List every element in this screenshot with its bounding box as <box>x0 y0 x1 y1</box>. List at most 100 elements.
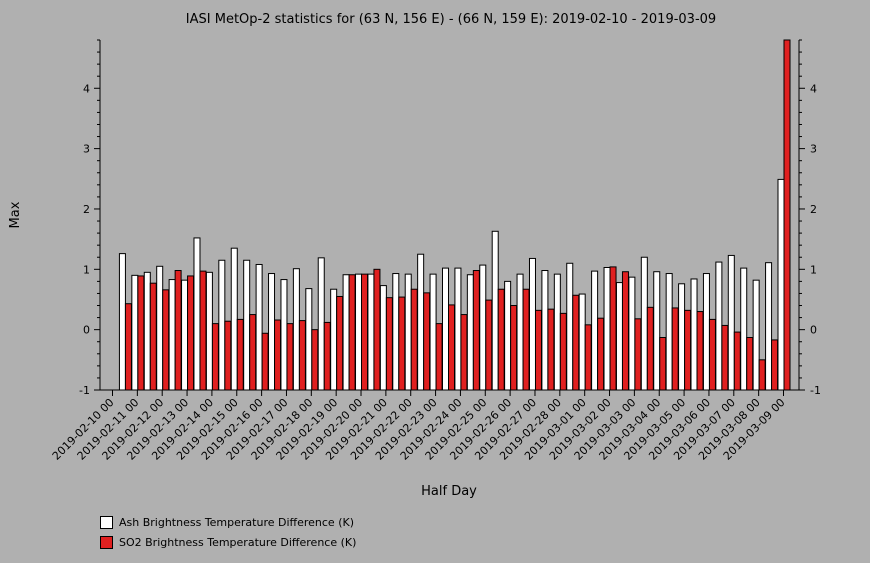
bar-so2 <box>224 320 232 391</box>
bar-ash <box>528 257 536 391</box>
bar-ash <box>305 288 313 391</box>
bar-ash <box>566 262 574 391</box>
bar-so2 <box>311 329 319 391</box>
bar-so2 <box>572 294 580 391</box>
bar-ash <box>379 285 387 391</box>
bar-so2 <box>274 319 282 391</box>
bar-so2 <box>298 320 306 391</box>
bar-ash <box>454 267 462 391</box>
bar-ash <box>342 274 350 391</box>
bar-so2 <box>162 289 170 391</box>
bar-so2 <box>621 271 629 391</box>
bar-so2 <box>659 337 667 391</box>
y-tick-label-left: 0 <box>83 324 90 337</box>
bar-ash <box>591 270 599 391</box>
bar-so2 <box>559 312 567 391</box>
bar-ash <box>678 283 686 391</box>
bar-so2 <box>721 324 729 391</box>
bar-ash <box>541 270 549 391</box>
bar-so2 <box>286 323 294 391</box>
bar-ash <box>491 230 499 391</box>
bar-ash <box>702 273 710 391</box>
bar-ash <box>230 247 238 391</box>
bar-ash <box>777 178 785 391</box>
y-tick-label-right: 0 <box>810 324 817 337</box>
bar-so2 <box>435 323 443 391</box>
legend: Ash Brightness Temperature Difference (K… <box>100 512 356 552</box>
bar-so2 <box>771 339 779 391</box>
bars <box>118 39 791 391</box>
bar-ash <box>615 282 623 391</box>
bar-so2 <box>758 359 766 391</box>
bar-so2 <box>149 282 157 391</box>
bar-ash <box>181 279 189 391</box>
bar-so2 <box>708 318 716 391</box>
bar-ash <box>218 259 226 391</box>
bar-so2 <box>323 321 331 391</box>
bar-ash <box>442 267 449 391</box>
bar-ash <box>118 253 126 391</box>
bar-ash <box>392 273 400 391</box>
bar-so2 <box>696 311 704 391</box>
bar-ash <box>255 263 263 391</box>
bar-ash <box>355 273 363 391</box>
y-tick-label-right: -1 <box>810 384 821 397</box>
legend-swatch-so2 <box>100 535 113 549</box>
bar-ash <box>504 280 512 391</box>
bar-ash <box>156 265 164 391</box>
bar-ash <box>168 279 176 391</box>
legend-item-ash: Ash Brightness Temperature Difference (K… <box>100 512 356 532</box>
y-tick-label-left: 3 <box>83 143 90 156</box>
bar-so2 <box>783 39 791 391</box>
y-tick-label-left: -1 <box>79 384 90 397</box>
bar-so2 <box>249 314 257 391</box>
bar-so2 <box>137 275 145 391</box>
bar-ash <box>143 271 151 391</box>
bar-so2 <box>373 268 381 391</box>
bar-ash <box>727 254 735 391</box>
bar-ash <box>317 257 325 391</box>
bar-ash <box>417 253 425 391</box>
bar-so2 <box>684 309 692 391</box>
bar-ash <box>193 237 201 391</box>
bar-so2 <box>522 288 530 391</box>
bar-so2 <box>634 318 642 391</box>
bar-ash <box>752 279 760 391</box>
bar-so2 <box>609 266 617 391</box>
bar-so2 <box>746 337 754 391</box>
legend-label-so2: SO2 Brightness Temperature Difference (K… <box>119 535 357 549</box>
bar-ash <box>690 278 698 391</box>
bar-ash <box>280 279 288 391</box>
bar-ash <box>715 261 723 391</box>
bar-ash <box>479 264 487 391</box>
bar-ash <box>765 262 773 391</box>
y-tick-label-right: 1 <box>810 263 817 276</box>
bar-so2 <box>646 306 654 391</box>
bar-so2 <box>124 303 132 391</box>
bar-so2 <box>385 297 393 391</box>
bar-ash <box>292 268 300 391</box>
bar-ash <box>268 273 276 391</box>
bar-ash <box>131 274 139 391</box>
bar-so2 <box>336 295 344 391</box>
bar-ash <box>628 276 636 391</box>
y-tick-label-left: 2 <box>83 203 90 216</box>
bar-ash <box>516 273 524 391</box>
bar-so2 <box>460 314 468 391</box>
bar-ash <box>603 267 611 391</box>
bar-so2 <box>361 273 369 391</box>
bar-so2 <box>534 309 542 391</box>
bar-ash <box>665 273 673 391</box>
bar-ash <box>429 273 437 391</box>
y-tick-label-left: 4 <box>83 82 90 95</box>
bar-so2 <box>199 270 207 391</box>
bar-ash <box>640 256 648 391</box>
bar-so2 <box>211 323 219 391</box>
y-tick-label-right: 4 <box>810 82 817 95</box>
bar-ash <box>404 273 412 391</box>
bar-ash <box>243 259 251 391</box>
bar-so2 <box>733 331 741 391</box>
bar-ash <box>740 267 748 391</box>
